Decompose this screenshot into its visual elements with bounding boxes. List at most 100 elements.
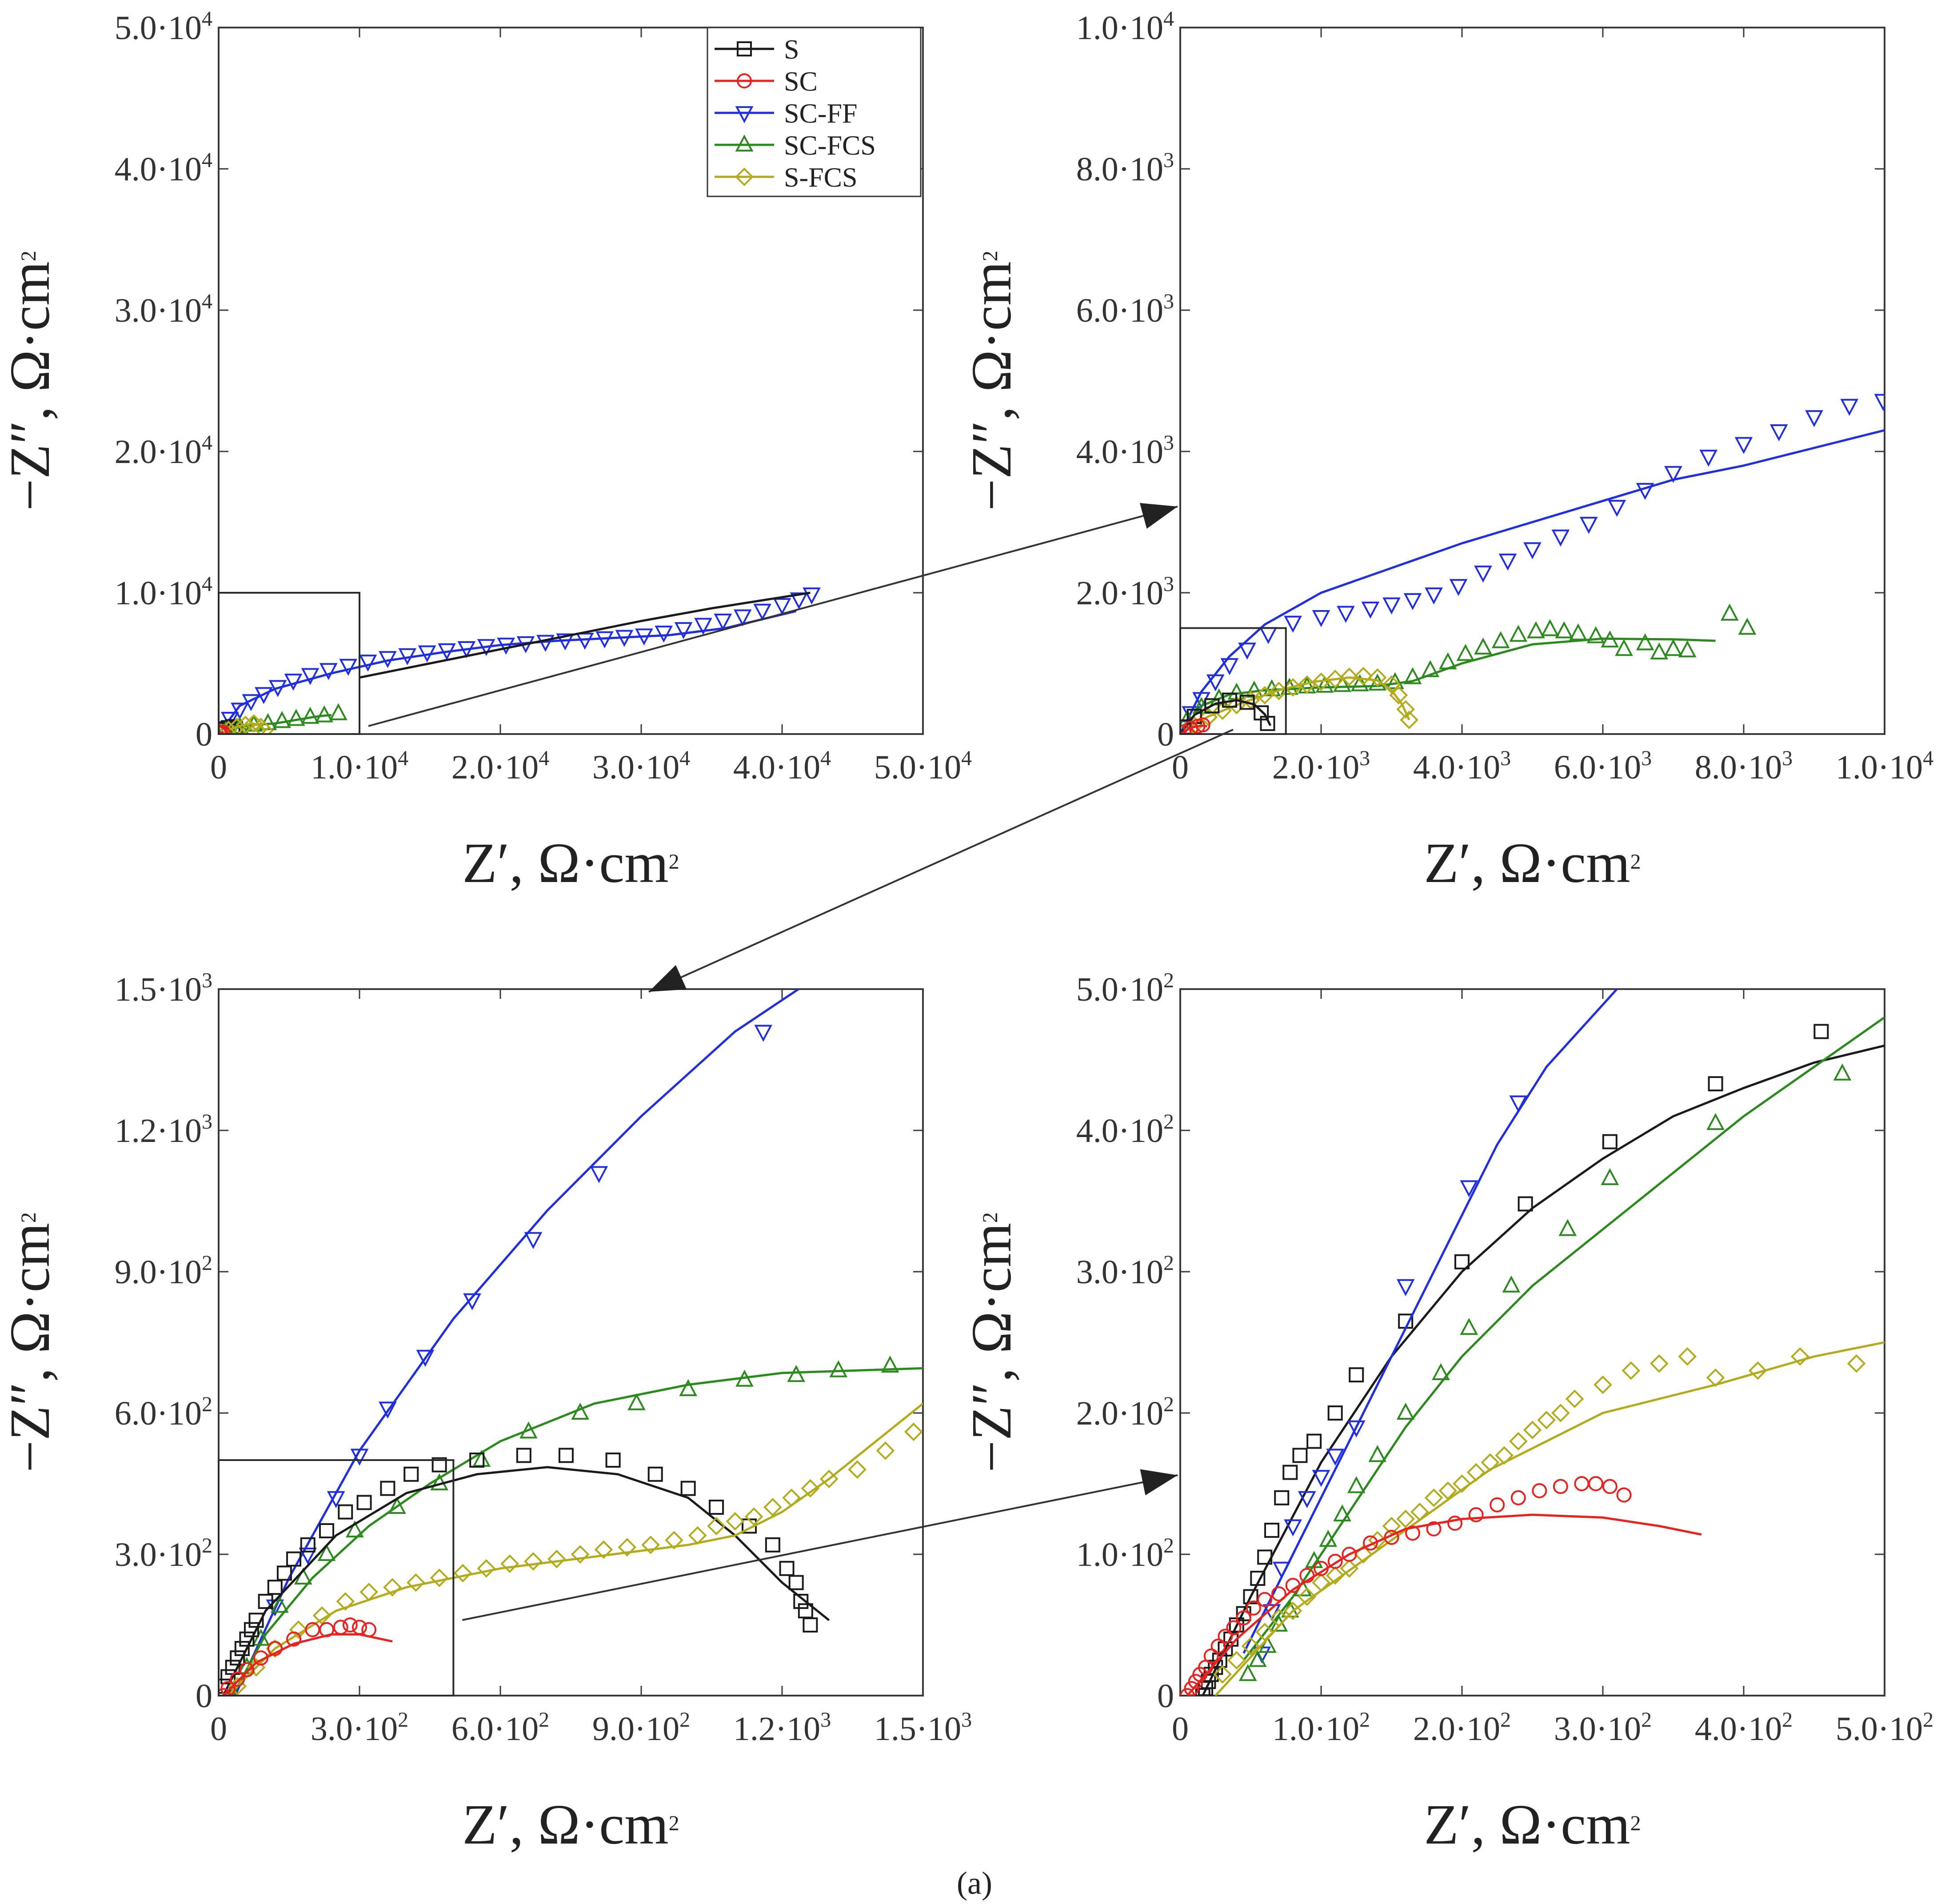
data-point-SC-FCS (252, 1629, 270, 1646)
data-point-S-FCS (1551, 1404, 1570, 1422)
data-point-S-FCS (1340, 667, 1359, 687)
data-point-SC-FCS (1258, 1636, 1277, 1653)
data-point-S (1327, 1405, 1343, 1421)
data-point-SC-FF (255, 687, 273, 704)
x-tick-label: 3.0·104 (592, 746, 690, 786)
data-point-S (286, 1551, 302, 1567)
data-point-SC-FCS (1678, 640, 1697, 658)
data-point-SC-FF (1312, 1470, 1330, 1487)
x-tick-label-exponent: 4 (679, 746, 690, 770)
x-tick-label: 8.0·103 (1695, 746, 1793, 786)
data-point-SC (1236, 1610, 1251, 1626)
data-point-SC-FF (1284, 615, 1302, 633)
y-axis-label: −Z″, Ω·cm2 (960, 251, 1023, 511)
data-point-SC-FF (733, 609, 752, 627)
data-point-S (1282, 1465, 1298, 1480)
y-axis-label-mantissa: −Z″, Ω·cm (960, 1223, 1023, 1473)
data-point-SC (219, 1688, 231, 1696)
y-tick-label: 0 (1157, 1677, 1174, 1715)
data-point-SC-FCS (881, 1355, 899, 1373)
data-point-SC-FCS (1706, 1113, 1725, 1130)
data-point-SC-FCS (679, 1379, 697, 1396)
data-point-SC-FF (242, 694, 260, 711)
data-point-S-FCS (1706, 1368, 1725, 1387)
zoom-region-box (218, 592, 360, 735)
y-tick-label-mantissa: 5.0·10 (1076, 971, 1163, 1008)
data-point-S (1454, 1254, 1470, 1269)
data-point-SC-FF (477, 639, 495, 656)
data-point-SC-FF (416, 1349, 435, 1367)
data-point-S (803, 1617, 818, 1633)
data-point-SC (1218, 1629, 1233, 1644)
y-tick-label-mantissa: 3.0·10 (1076, 1253, 1163, 1291)
data-point-SC (333, 1620, 348, 1635)
series-SC-FF (1180, 394, 1885, 734)
data-point-SC (219, 724, 231, 734)
series-S (1195, 1024, 1885, 1696)
data-point-SC (1180, 1688, 1195, 1696)
x-tick-label: 4.0·102 (1695, 1708, 1793, 1748)
y-tick-label-mantissa: 0 (1157, 1677, 1174, 1715)
data-point-SC-FCS (627, 1393, 646, 1410)
data-point-SC-FCS (1396, 1402, 1415, 1420)
data-point-SC-FF (1337, 606, 1355, 623)
data-point-SC-FF (595, 631, 614, 649)
legend-item-SC-FCS: SC-FCS (715, 131, 876, 161)
x-tick-label: 0 (210, 749, 227, 786)
data-point-SC-FF (379, 651, 397, 668)
x-axis-label-mantissa: Z′, Ω·cm (1424, 831, 1630, 894)
y-tick-label: 1.0·104 (115, 572, 212, 612)
data-point-SC-FCS (1558, 1219, 1577, 1236)
data-point-S (1204, 698, 1220, 714)
x-tick-label-exponent: 2 (398, 1708, 408, 1732)
x-axis-label-exponent: 2 (1630, 1812, 1641, 1835)
data-point-SC-FF (1509, 1095, 1528, 1113)
data-point-S-FCS (641, 1535, 660, 1554)
x-tick-label: 6.0·102 (451, 1708, 549, 1748)
legend-item-S-FCS: S-FCS (715, 163, 857, 193)
data-point-SC-FF (1425, 587, 1443, 605)
data-point-S-FCS (1312, 1573, 1330, 1592)
data-point-SC-FF (1361, 601, 1380, 619)
data-point-SC (1510, 1490, 1526, 1505)
arrowhead (1140, 1469, 1178, 1496)
x-tick-label-mantissa: 1.5·10 (874, 1710, 961, 1748)
data-point-S-FCS (1298, 1587, 1317, 1606)
data-point-S-FCS (782, 1488, 801, 1507)
data-point-SC-FF (556, 633, 575, 651)
data-point-S-FCS (500, 1554, 519, 1573)
data-point-SC-FF (379, 1401, 397, 1419)
data-point-SC-FF (1805, 410, 1823, 427)
data-point-S-FCS (1270, 682, 1288, 700)
data-point-S-FCS (1389, 686, 1408, 705)
data-point-S (1518, 1196, 1533, 1212)
data-point-SC-FF (268, 680, 287, 697)
data-point-SC-FF (1396, 1279, 1415, 1297)
data-point-SC-FCS (1347, 1476, 1366, 1493)
x-tick-label-mantissa: 2.0·10 (451, 749, 539, 786)
data-point-S (793, 1594, 809, 1609)
y-axis-label-exponent: 2 (17, 1212, 40, 1223)
data-point-SC-FF (524, 1232, 543, 1249)
data-point-SC-FCS (1720, 603, 1739, 621)
data-point-SC (1180, 724, 1191, 734)
data-point-SC-FCS (1460, 1317, 1478, 1335)
data-point-SC-FF (1664, 466, 1682, 483)
x-tick-label-exponent: 4 (820, 746, 831, 770)
data-point-SC-FCS (1432, 1363, 1450, 1380)
data-point-S (1602, 1134, 1618, 1150)
nyquist-panels: 0 1.0·104 2.0·104 3.0·104 4.0·104 5.0·10401.0… (0, 7, 1933, 1856)
y-tick-label: 1.0·102 (1076, 1534, 1174, 1573)
x-tick-label-exponent: 4 (539, 746, 549, 770)
x-tick-label-exponent: 2 (1782, 1708, 1793, 1732)
data-point-SC-FF (714, 614, 732, 631)
x-tick-label-exponent: 3 (1359, 746, 1370, 770)
series-S (219, 1448, 830, 1696)
data-point-S-FCS (1326, 1566, 1345, 1585)
y-tick-label: 3.0·102 (1076, 1251, 1174, 1291)
panel-p3: 0 3.0·102 6.0·102 9.0·102 1.2·103 1.5·10303.0… (0, 969, 972, 1856)
data-point-SC-FF (1403, 593, 1422, 611)
data-point-S-FCS (763, 1498, 782, 1517)
data-point-SC-FF (301, 668, 320, 685)
